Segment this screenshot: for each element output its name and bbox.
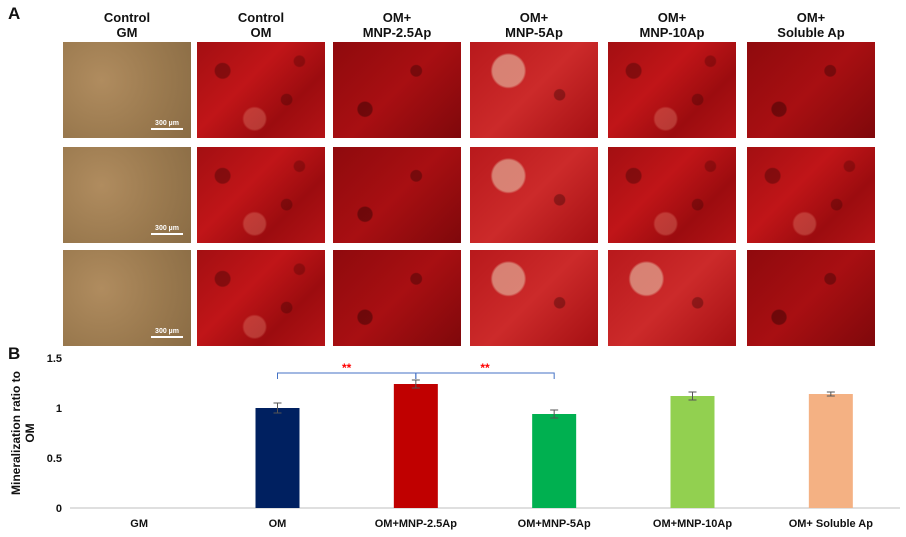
column-header: OM+ MNP-5Ap: [469, 10, 599, 40]
bar: [393, 384, 438, 508]
significance-label: **: [480, 361, 490, 375]
scale-bar-line: [151, 336, 183, 338]
micrograph-image: 300 µm: [63, 147, 191, 243]
column-header: OM+ MNP-2.5Ap: [332, 10, 462, 40]
column-header-line1: OM+: [657, 10, 687, 25]
micrograph-image: [608, 250, 736, 346]
x-tick-label: GM: [130, 518, 148, 530]
significance-bracket: [277, 372, 417, 379]
column-header-line2: MNP-10Ap: [639, 25, 705, 40]
scale-bar-label: 300 µm: [155, 120, 179, 127]
x-tick-label: OM+MNP-10Ap: [653, 518, 732, 530]
panel-b-label: B: [8, 344, 21, 363]
x-tick-label: OM+MNP-2.5Ap: [375, 518, 457, 530]
micrograph-image: [333, 42, 461, 138]
column-header-line2: Soluble Ap: [777, 25, 845, 40]
x-tick-label: OM: [269, 518, 287, 530]
scale-bar-line: [151, 128, 183, 130]
micrograph-image: 300 µm: [63, 42, 191, 138]
bar: [532, 414, 577, 508]
micrograph-image: [747, 250, 875, 346]
x-tick-label: OM+ Soluble Ap: [789, 518, 874, 530]
column-header: Control GM: [62, 10, 192, 40]
micrograph-image: [197, 250, 325, 346]
scale-bar: 300 µm: [151, 120, 183, 130]
micrograph-image: [470, 147, 598, 243]
micrograph-image: [333, 250, 461, 346]
bar: [808, 394, 853, 508]
scale-bar-line: [151, 233, 183, 235]
micrograph-image: 300 µm: [63, 250, 191, 346]
column-header-line2: OM: [250, 25, 272, 40]
micrograph-image: [747, 147, 875, 243]
scale-bar-label: 300 µm: [155, 225, 179, 232]
micrograph-image: [470, 42, 598, 138]
scale-bar: 300 µm: [151, 225, 183, 235]
micrograph-image: [608, 42, 736, 138]
column-header-line1: OM+: [382, 10, 412, 25]
column-header-line1: Control: [237, 10, 285, 25]
bar: [670, 396, 715, 508]
micrograph-image: [197, 147, 325, 243]
significance-bracket: [415, 372, 555, 379]
micrograph-image: [747, 42, 875, 138]
y-tick-label: 1.5: [47, 353, 62, 365]
column-header-line2: GM: [116, 25, 138, 40]
column-header-line1: OM+: [796, 10, 826, 25]
y-tick-label: 1: [56, 403, 62, 415]
y-axis-label-line1: Mineralization ratio to: [9, 371, 23, 495]
column-header: OM+ Soluble Ap: [746, 10, 876, 40]
scale-bar: 300 µm: [151, 328, 183, 338]
y-tick-label: 0.5: [47, 453, 62, 465]
column-header: Control OM: [196, 10, 326, 40]
x-tick-label: OM+MNP-5Ap: [518, 518, 591, 530]
panel-a-label: A: [8, 4, 21, 23]
micrograph-image: [333, 147, 461, 243]
micrograph-image: [608, 147, 736, 243]
bar: [255, 408, 300, 508]
scale-bar-label: 300 µm: [155, 328, 179, 335]
y-tick-label: 0: [56, 503, 62, 515]
column-header-line2: MNP-2.5Ap: [362, 25, 432, 40]
micrograph-image: [197, 42, 325, 138]
column-header-line1: OM+: [519, 10, 549, 25]
micrograph-image: [470, 250, 598, 346]
column-header-line2: MNP-5Ap: [505, 25, 563, 40]
significance-label: **: [342, 361, 352, 375]
column-header: OM+ MNP-10Ap: [607, 10, 737, 40]
column-header-line1: Control: [103, 10, 151, 25]
y-axis-label-line2: OM: [23, 423, 37, 442]
